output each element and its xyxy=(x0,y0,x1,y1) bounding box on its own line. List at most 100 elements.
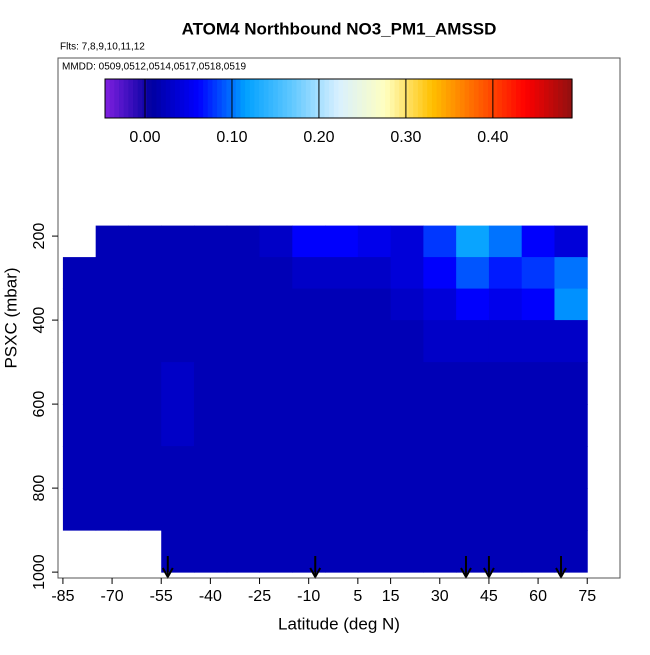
heat-cell xyxy=(357,257,392,290)
colorbar-segment xyxy=(371,79,377,118)
heat-cell xyxy=(521,257,555,290)
colorbar-segment xyxy=(352,79,358,118)
colorbar-segment xyxy=(277,79,284,118)
heat-cell xyxy=(456,446,490,489)
colorbar-segment xyxy=(329,79,335,118)
heat-cell xyxy=(128,404,162,447)
heat-cell xyxy=(292,257,326,290)
x-tick-label: 5 xyxy=(353,588,362,605)
heat-cell xyxy=(488,404,523,447)
heat-cell xyxy=(128,225,162,258)
flight-arrow-head xyxy=(309,567,322,580)
flight-arrow-head xyxy=(555,567,567,580)
colorbar-segment xyxy=(385,79,391,118)
heat-cell xyxy=(325,404,359,447)
flight-arrow-head xyxy=(460,567,472,580)
heat-cell xyxy=(423,225,457,258)
colorbar-segment xyxy=(539,79,545,118)
colorbar-segment xyxy=(441,79,447,118)
heat-cell xyxy=(325,225,359,258)
colorbar-segment xyxy=(413,79,419,118)
colorbar-segment xyxy=(291,79,298,118)
colorbar-segment xyxy=(548,79,554,118)
heat-cell xyxy=(95,288,129,321)
heat-cell xyxy=(193,446,228,489)
heat-cell xyxy=(128,288,162,321)
heat-cell xyxy=(259,446,293,489)
heat-cell xyxy=(292,288,326,321)
colorbar-segment xyxy=(151,79,157,118)
colorbar-segment xyxy=(119,79,125,118)
heat-cell xyxy=(423,362,457,405)
colorbar-segment xyxy=(375,79,382,118)
colorbar-segment xyxy=(380,79,386,118)
heat-cell xyxy=(390,257,424,290)
colorbar-frame xyxy=(104,78,573,119)
heat-cell xyxy=(161,362,195,405)
heat-cell xyxy=(161,404,195,447)
colorbar-tick-label: 0.40 xyxy=(477,129,508,146)
heat-cell xyxy=(62,488,97,531)
heat-cell xyxy=(161,446,195,489)
heat-cell xyxy=(357,530,392,573)
heat-cell xyxy=(292,446,326,489)
heat-cell xyxy=(456,225,490,258)
colorbar-segment xyxy=(403,79,410,118)
heat-cell xyxy=(390,362,424,405)
heat-cell xyxy=(423,320,457,363)
heat-cell xyxy=(521,488,555,531)
colorbar-segment xyxy=(483,79,489,118)
colorbar-segment xyxy=(156,79,162,118)
heat-cell xyxy=(62,362,97,405)
colorbar-segment xyxy=(296,79,302,118)
heat-cell xyxy=(390,320,424,363)
heat-cell xyxy=(488,320,523,363)
heat-cell xyxy=(226,320,261,363)
heat-cell xyxy=(325,446,359,489)
colorbar-segment xyxy=(184,79,190,118)
colorbar-segment xyxy=(198,79,204,118)
colorbar-segment xyxy=(203,79,209,118)
colorbar-segment xyxy=(231,79,237,118)
x-tick-label: -55 xyxy=(150,588,173,605)
heat-cell xyxy=(292,488,326,531)
colorbar-segment xyxy=(557,79,564,118)
colorbar-segment xyxy=(193,79,199,118)
heat-cell xyxy=(357,288,392,321)
colorbar-segment xyxy=(478,79,484,118)
heat-cell xyxy=(95,257,129,290)
heat-cell xyxy=(62,288,97,321)
colorbar-segment xyxy=(175,79,181,118)
heat-cell xyxy=(554,404,588,447)
heat-cell xyxy=(292,530,326,573)
heat-cell xyxy=(95,320,129,363)
colorbar-segment xyxy=(105,79,111,118)
colorbar-segment xyxy=(170,79,176,118)
colorbar-segment xyxy=(245,79,251,118)
heat-cell xyxy=(456,404,490,447)
colorbar-segment xyxy=(338,79,344,118)
colorbar-segment xyxy=(506,79,512,118)
heat-cell xyxy=(521,362,555,405)
heat-cell xyxy=(325,362,359,405)
heat-cell xyxy=(259,488,293,531)
heat-cell xyxy=(521,404,555,447)
heat-cell xyxy=(161,320,195,363)
heat-cell xyxy=(554,225,588,258)
colorbar-segment xyxy=(217,79,223,118)
colorbar-segment xyxy=(525,79,531,118)
heat-cell xyxy=(488,362,523,405)
heat-cell xyxy=(128,362,162,405)
x-tick-label: 30 xyxy=(431,588,449,605)
heat-cell xyxy=(554,446,588,489)
colorbar-segment xyxy=(459,79,466,118)
flights-note: Flts: 7,8,9,10,11,12 xyxy=(60,42,145,53)
colorbar-segment xyxy=(287,79,293,118)
x-tick-label: -85 xyxy=(51,588,74,605)
heat-cell xyxy=(554,530,588,573)
colorbar-segment xyxy=(529,79,536,118)
x-tick-label: -70 xyxy=(101,588,124,605)
colorbar-segment xyxy=(254,79,260,118)
heat-cell xyxy=(357,362,392,405)
